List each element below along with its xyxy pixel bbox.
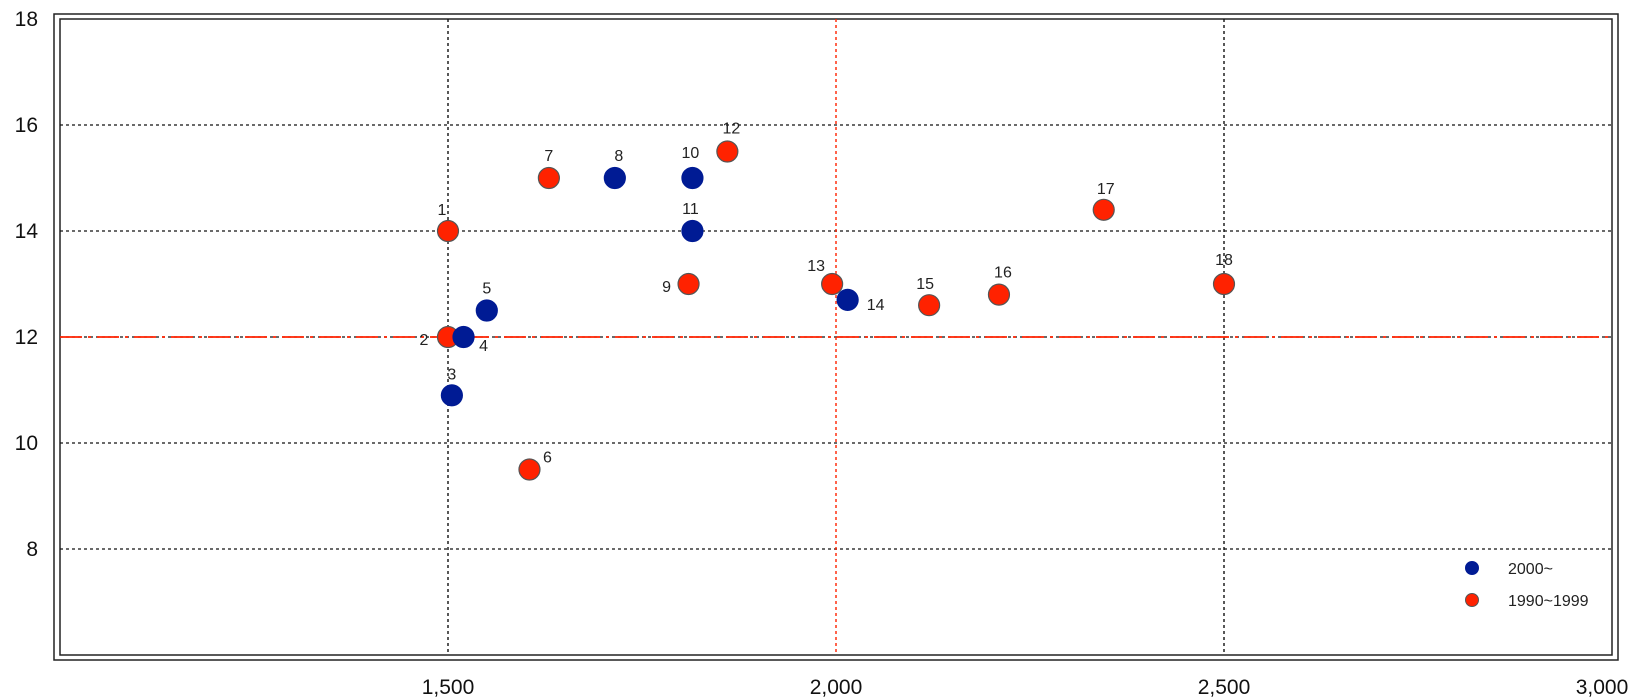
point-label-7: 7: [544, 148, 553, 165]
point-label-2: 2: [420, 332, 429, 349]
point-13: [821, 272, 844, 296]
point-label-8: 8: [614, 148, 623, 165]
legend-marker-1990s: [1465, 593, 1479, 607]
reference-lines: [60, 19, 1612, 655]
point-6: [518, 458, 541, 481]
point-10: [681, 166, 704, 190]
point-label-18: 18: [1215, 252, 1233, 269]
point-17: [1092, 198, 1115, 221]
point-7: [537, 166, 560, 190]
point-label-17: 17: [1097, 181, 1115, 198]
x-tick-label: 2,500: [1198, 676, 1251, 699]
point-8: [603, 166, 626, 190]
point-label-5: 5: [482, 281, 491, 298]
point-label-1: 1: [438, 202, 447, 219]
x-tick-label: 3,000: [1576, 676, 1629, 699]
point-1: [436, 219, 460, 243]
point-label-4: 4: [479, 338, 488, 355]
point-15: [918, 294, 941, 317]
point-label-11: 11: [682, 201, 699, 218]
y-tick-label: 12: [15, 326, 38, 349]
point-label-15: 15: [916, 276, 934, 293]
point-3: [440, 384, 463, 407]
point-14: [836, 288, 859, 311]
y-tick-label: 14: [15, 220, 39, 243]
point-5: [475, 299, 498, 322]
point-label-9: 9: [662, 279, 671, 296]
point-11: [681, 219, 704, 243]
point-16: [987, 283, 1011, 306]
data-points: [436, 140, 1236, 481]
y-tick-label: 18: [15, 8, 38, 31]
point-9: [677, 272, 700, 296]
point-label-13: 13: [807, 258, 825, 275]
point-18: [1212, 272, 1236, 296]
y-tick-label: 10: [15, 432, 38, 455]
point-label-14: 14: [867, 297, 885, 314]
x-tick-label: 1,500: [422, 676, 475, 699]
x-tick-label: 2,000: [810, 676, 863, 699]
point-12: [716, 140, 739, 163]
point-label-10: 10: [682, 145, 700, 162]
legend-label-2000s: 2000~: [1508, 561, 1553, 578]
point-label-12: 12: [722, 121, 740, 138]
point-label-6: 6: [543, 450, 552, 467]
y-tick-label: 8: [26, 538, 38, 561]
point-label-16: 16: [994, 265, 1012, 282]
y-tick-label: 16: [15, 114, 38, 137]
point-label-3: 3: [447, 366, 456, 383]
legend: 2000~ 1990~1999: [1465, 561, 1589, 610]
point-4: [452, 325, 475, 349]
legend-label-1990s: 1990~1999: [1508, 593, 1589, 610]
legend-marker-2000s: [1465, 561, 1479, 575]
